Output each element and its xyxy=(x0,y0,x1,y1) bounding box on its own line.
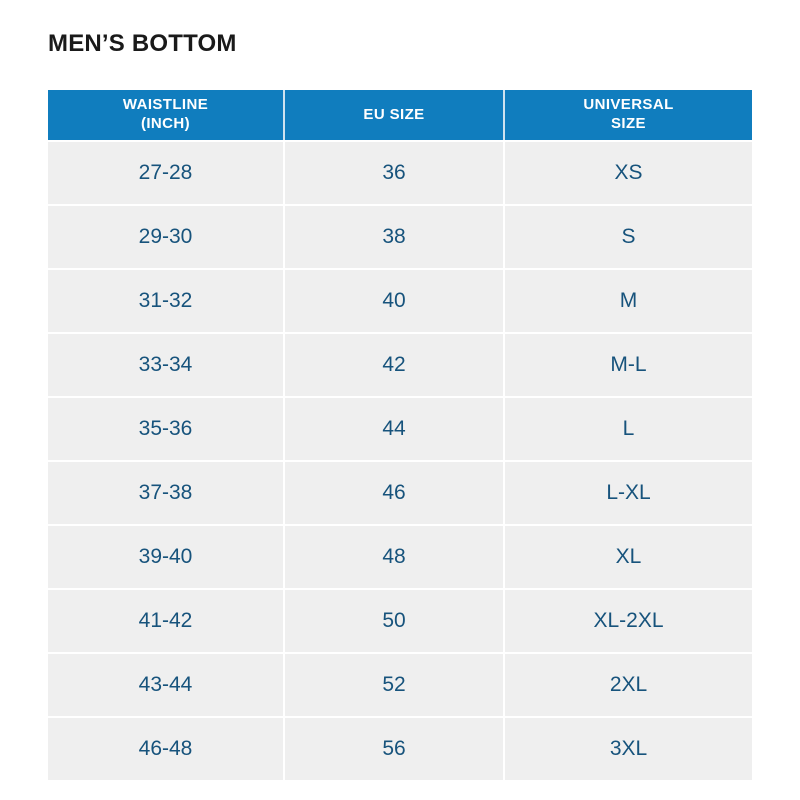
table-cell: 52 xyxy=(285,652,505,716)
table-cell: XL-2XL xyxy=(505,588,752,652)
table-cell: 56 xyxy=(285,716,505,780)
table-row: 31-32 40 M xyxy=(48,268,752,332)
table-cell: 31-32 xyxy=(48,268,285,332)
table-cell: L-XL xyxy=(505,460,752,524)
table-row: 33-34 42 M-L xyxy=(48,332,752,396)
table-cell: 36 xyxy=(285,140,505,204)
table-cell: 43-44 xyxy=(48,652,285,716)
table-row: 43-44 52 2XL xyxy=(48,652,752,716)
table-cell: 46 xyxy=(285,460,505,524)
table-cell: S xyxy=(505,204,752,268)
table-row: 39-40 48 XL xyxy=(48,524,752,588)
table-cell: 46-48 xyxy=(48,716,285,780)
header-waistline: WAISTLINE (INCH) xyxy=(48,90,285,140)
header-eu-size: EU SIZE xyxy=(285,90,505,140)
header-row: WAISTLINE (INCH) EU SIZE UNIVERSAL SIZE xyxy=(48,90,752,140)
table-cell: 44 xyxy=(285,396,505,460)
table-cell: M-L xyxy=(505,332,752,396)
table-row: 29-30 38 S xyxy=(48,204,752,268)
table-cell: XL xyxy=(505,524,752,588)
size-chart-table: WAISTLINE (INCH) EU SIZE UNIVERSAL SIZE … xyxy=(48,90,752,780)
table-row: 35-36 44 L xyxy=(48,396,752,460)
page-title: MEN’S BOTTOM xyxy=(48,30,237,57)
table-cell: 40 xyxy=(285,268,505,332)
table-cell: L xyxy=(505,396,752,460)
table-cell: 50 xyxy=(285,588,505,652)
table-cell: 33-34 xyxy=(48,332,285,396)
table-cell: XS xyxy=(505,140,752,204)
table-cell: 41-42 xyxy=(48,588,285,652)
table-header: WAISTLINE (INCH) EU SIZE UNIVERSAL SIZE xyxy=(48,90,752,140)
table-cell: 48 xyxy=(285,524,505,588)
table-cell: M xyxy=(505,268,752,332)
table-cell: 29-30 xyxy=(48,204,285,268)
table-row: 41-42 50 XL-2XL xyxy=(48,588,752,652)
table-cell: 3XL xyxy=(505,716,752,780)
table-row: 46-48 56 3XL xyxy=(48,716,752,780)
table-cell: 42 xyxy=(285,332,505,396)
table-cell: 39-40 xyxy=(48,524,285,588)
table-row: 27-28 36 XS xyxy=(48,140,752,204)
table-cell: 2XL xyxy=(505,652,752,716)
table-cell: 27-28 xyxy=(48,140,285,204)
table-cell: 35-36 xyxy=(48,396,285,460)
table-cell: 38 xyxy=(285,204,505,268)
header-universal-size: UNIVERSAL SIZE xyxy=(505,90,752,140)
table-row: 37-38 46 L-XL xyxy=(48,460,752,524)
table-body: 27-28 36 XS 29-30 38 S 31-32 40 M 33-34 42 M-L 35-36… xyxy=(48,140,752,780)
table-cell: 37-38 xyxy=(48,460,285,524)
